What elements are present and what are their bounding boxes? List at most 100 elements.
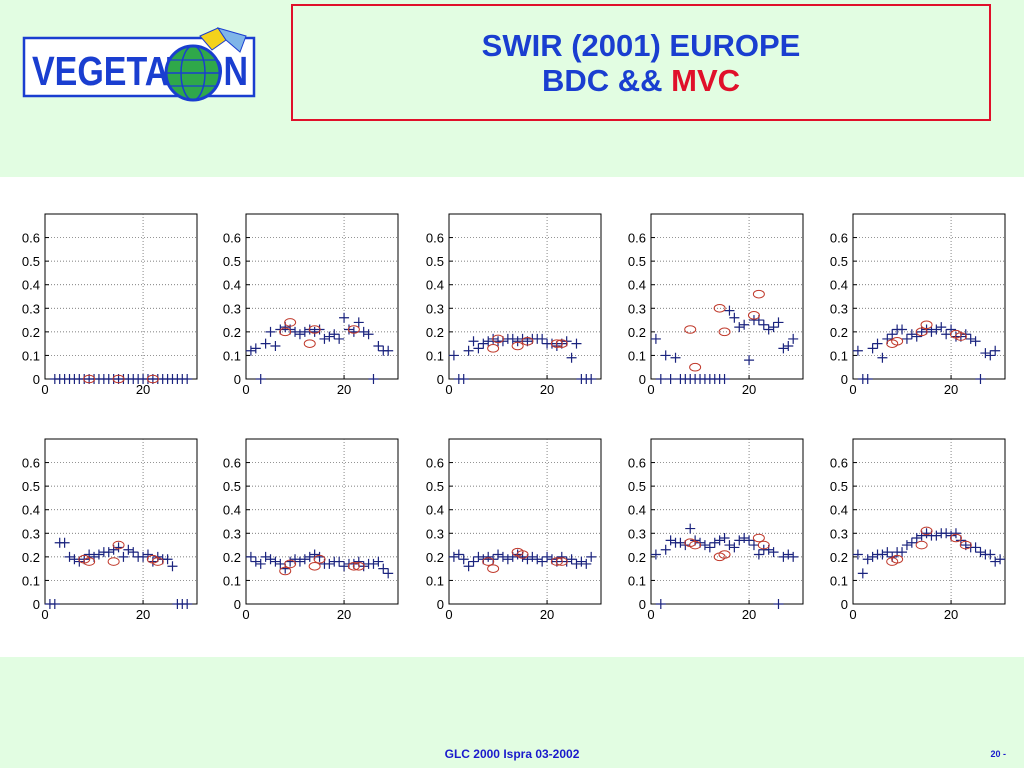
bdc-point	[778, 343, 789, 354]
mvc-point	[279, 566, 292, 576]
bdc-point	[926, 326, 937, 337]
bdc-point	[463, 561, 474, 572]
bdc-point	[363, 329, 374, 340]
bdc-point	[897, 547, 908, 558]
bdc-point	[901, 333, 912, 344]
bdc-point	[64, 551, 75, 562]
y-tick-label: 0.5	[426, 479, 444, 494]
bdc-point	[921, 528, 932, 539]
bdc-point	[245, 345, 256, 356]
bdc-point	[265, 554, 276, 565]
mvc-point	[891, 554, 904, 564]
bdc-point	[542, 551, 553, 562]
bdc-point	[970, 542, 981, 553]
bdc-point	[906, 329, 917, 340]
bdc-point	[497, 551, 508, 562]
y-tick-label: 0.2	[223, 325, 241, 340]
y-tick-label: 0.3	[830, 526, 848, 541]
bdc-point	[655, 599, 666, 609]
y-tick-label: 0.5	[830, 479, 848, 494]
bdc-point	[358, 326, 369, 337]
y-tick-label: 0.3	[22, 526, 40, 541]
mvc-point	[347, 325, 360, 334]
bdc-point	[675, 537, 686, 548]
y-tick-label: 0.4	[22, 278, 40, 293]
y-tick-label: 0.5	[223, 479, 241, 494]
mvc-point	[516, 550, 529, 559]
bdc-point	[877, 549, 888, 560]
bdc-point	[453, 549, 464, 560]
bdc-point	[882, 547, 893, 558]
bdc-point	[478, 338, 489, 349]
y-tick-label: 0.2	[426, 550, 444, 565]
y-tick-label: 0.6	[628, 231, 646, 246]
y-tick-label: 0.1	[22, 348, 40, 363]
bdc-point	[468, 336, 479, 347]
bdc-point	[383, 568, 394, 579]
bdc-point	[897, 324, 908, 335]
y-tick-label: 0.3	[628, 526, 646, 541]
bdc-point	[319, 333, 330, 344]
mvc-point	[308, 561, 321, 571]
y-tick-label: 0.1	[426, 573, 444, 588]
subplot-5: 0 0.1 0.2 0.3 0.4 0.5 0.6 0 20	[830, 213, 1006, 397]
bdc-point	[290, 326, 301, 337]
scatter-plot-grid: 0 0.1 0.2 0.3 0.4 0.5 0.6 0 20 0 0.1 0.2 0.3 0.4 0.5 0.…	[22, 213, 1006, 622]
bdc-point	[358, 561, 369, 572]
mvc-point	[915, 540, 928, 550]
x-tick-label: 20	[944, 607, 958, 622]
page-number: 20 -	[990, 749, 1006, 759]
y-tick-label: 0.2	[426, 325, 444, 340]
mvc-point	[83, 557, 96, 566]
bdc-point	[975, 547, 986, 558]
y-tick-label: 0.2	[628, 550, 646, 565]
mvc-point	[511, 341, 524, 351]
bdc-point	[103, 547, 114, 558]
x-tick-label: 0	[242, 607, 249, 622]
y-tick-label: 0.2	[223, 550, 241, 565]
x-tick-label: 0	[445, 382, 452, 397]
y-tick-label: 0.3	[223, 526, 241, 541]
y-tick-label: 0.1	[223, 348, 241, 363]
bdc-point	[744, 355, 755, 366]
mvc-point	[107, 557, 120, 566]
bdc-point	[468, 556, 479, 567]
bdc-point	[294, 556, 305, 567]
bdc-point	[788, 333, 799, 344]
y-tick-label: 0	[639, 597, 646, 612]
bdc-point	[852, 345, 863, 356]
bdc-point	[128, 547, 139, 558]
y-tick-label: 0.1	[628, 348, 646, 363]
bdc-point	[887, 329, 898, 340]
bdc-point	[373, 556, 384, 567]
y-tick-label: 0.1	[426, 348, 444, 363]
mvc-point	[146, 374, 159, 384]
slide-title-line1: SWIR (2001) EUROPE	[481, 28, 801, 63]
bdc-point	[448, 551, 459, 562]
bdc-point	[867, 343, 878, 354]
bdc-point	[113, 542, 124, 553]
bdc-point	[739, 319, 750, 330]
plot-frame	[245, 213, 399, 380]
y-tick-label: 0.2	[22, 550, 40, 565]
mvc-point	[112, 540, 125, 550]
mvc-point	[959, 540, 972, 550]
plot-frame	[44, 438, 198, 605]
y-tick-label: 0.4	[426, 278, 444, 293]
mvc-point	[313, 554, 326, 564]
y-tick-label: 0	[437, 597, 444, 612]
y-tick-label: 0.3	[426, 301, 444, 316]
mvc-point	[352, 561, 365, 571]
y-tick-label: 0.5	[628, 254, 646, 269]
mvc-point	[949, 533, 962, 543]
mvc-point	[279, 327, 292, 337]
bdc-point	[260, 338, 271, 349]
bdc-point	[852, 549, 863, 560]
bdc-point	[270, 341, 281, 351]
mvc-point	[718, 327, 731, 337]
subplot-8: 0 0.1 0.2 0.3 0.4 0.5 0.6 0 20	[426, 438, 602, 622]
bdc-point	[324, 331, 335, 342]
bdc-point	[704, 542, 715, 553]
y-tick-label: 0.1	[830, 348, 848, 363]
mvc-point	[83, 374, 96, 384]
